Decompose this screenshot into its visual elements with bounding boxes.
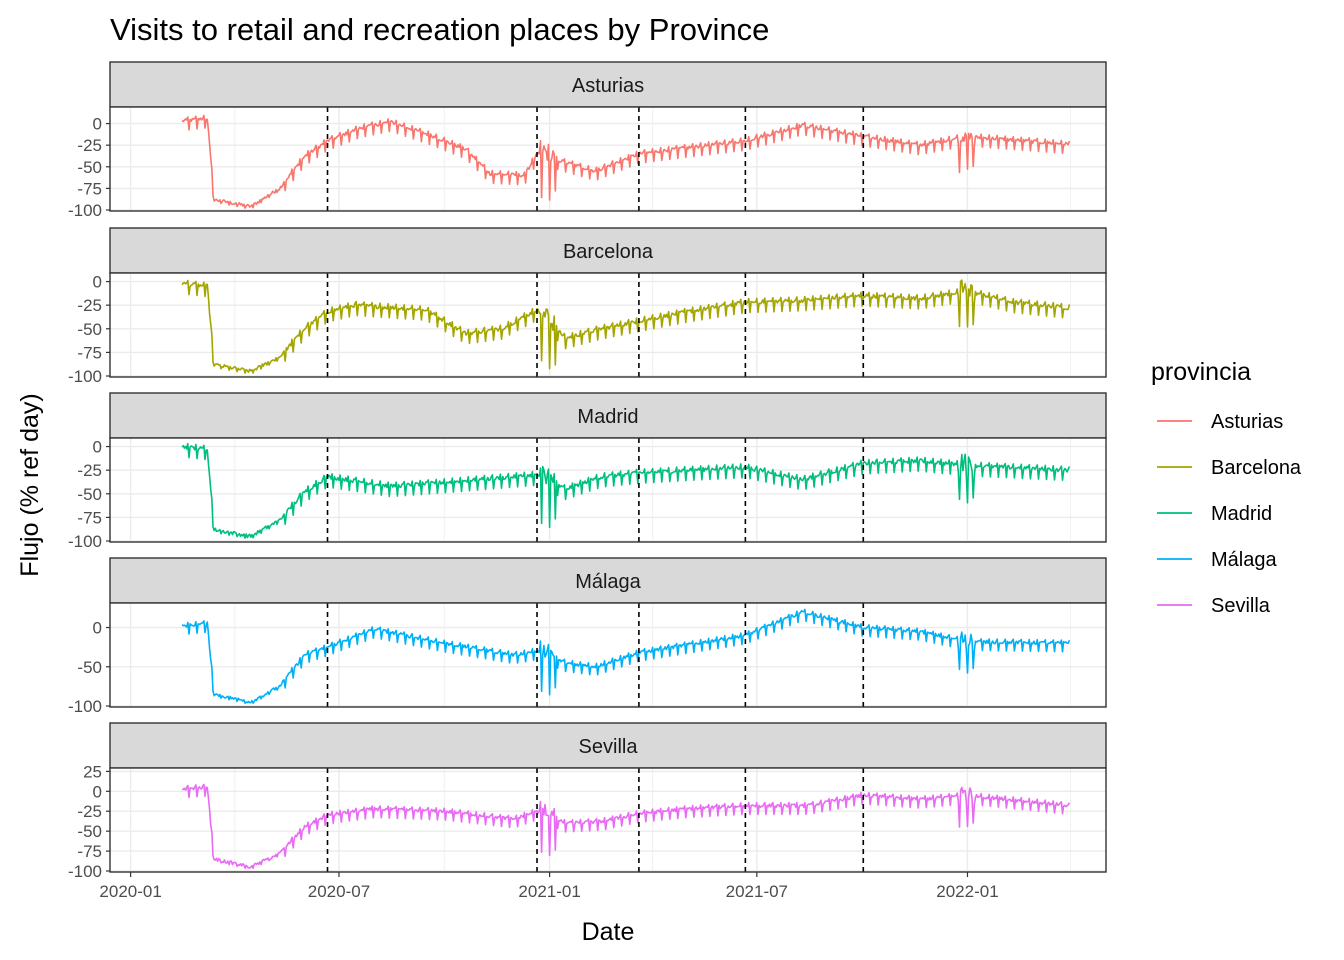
series-line xyxy=(181,114,1071,209)
y-tick-label: -50 xyxy=(77,158,102,177)
facet-strip xyxy=(109,392,1107,439)
facet-strip-label: Sevilla xyxy=(579,736,639,758)
y-tick-label: -100 xyxy=(68,862,102,881)
y-tick-label: -100 xyxy=(68,201,102,220)
panel-background xyxy=(110,107,1106,211)
y-tick-label: -100 xyxy=(68,532,102,551)
series-line xyxy=(181,783,1071,870)
y-tick-label: -50 xyxy=(77,822,102,841)
facet-strip xyxy=(109,722,1107,769)
series-line xyxy=(181,279,1071,374)
y-tick-label: -75 xyxy=(77,179,102,198)
y-tick-label: -75 xyxy=(77,343,102,362)
facet-panel: Barcelona 0 -25 -50 -75 -100 xyxy=(68,227,1107,386)
y-tick-label: -25 xyxy=(77,136,102,155)
y-tick-label: -50 xyxy=(77,320,102,339)
legend-item: Madrid xyxy=(1157,503,1272,525)
panel-background xyxy=(110,603,1106,707)
legend-label: Barcelona xyxy=(1211,457,1302,479)
x-tick-label: 2022-01 xyxy=(936,882,998,901)
y-tick-label: 0 xyxy=(93,782,102,801)
legend-title: provincia xyxy=(1151,358,1251,386)
facet-strip xyxy=(109,227,1107,274)
facet-panels: Asturias0-25-50-75-100Barcelona0-25-50-7… xyxy=(68,61,1107,881)
legend: provincia Asturias Barcelona Madrid Málaga S… xyxy=(1151,358,1302,617)
legend-item: Málaga xyxy=(1157,549,1277,571)
y-tick-label: -25 xyxy=(77,461,102,480)
panel-background xyxy=(110,438,1106,542)
legend-item: Asturias xyxy=(1157,411,1283,433)
facet-strip-label: Málaga xyxy=(575,571,641,593)
x-axis-title: Date xyxy=(582,918,635,946)
y-tick-label: -25 xyxy=(77,802,102,821)
y-tick-label: -75 xyxy=(77,508,102,527)
series-line xyxy=(181,442,1071,539)
y-tick-label: -100 xyxy=(68,697,102,716)
y-tick-label: 0 xyxy=(93,115,102,134)
chart-title: Visits to retail and recreation places b… xyxy=(110,12,769,47)
y-tick-label: -50 xyxy=(77,658,102,677)
facet-strip xyxy=(109,557,1107,604)
facet-strip-label: Madrid xyxy=(577,406,638,428)
x-tick-label: 2021-01 xyxy=(518,882,580,901)
x-tick-label: 2020-01 xyxy=(99,882,161,901)
panel-border xyxy=(109,106,1107,212)
y-tick-label: 0 xyxy=(93,619,102,638)
y-tick-label: -100 xyxy=(68,367,102,386)
x-axis: 2020-01 2020-07 2021-01 2021-07 2022-01 xyxy=(99,872,999,901)
x-tick-label: 2020-07 xyxy=(308,882,370,901)
y-axis-title: Flujo (% ref day) xyxy=(16,393,44,576)
y-tick-label: 25 xyxy=(83,762,102,781)
legend-item: Sevilla xyxy=(1157,595,1271,617)
facet-strip-label: Barcelona xyxy=(563,241,654,263)
y-tick-label: 0 xyxy=(93,438,102,457)
y-tick-label: -50 xyxy=(77,485,102,504)
facet-panel: Málaga 0 -50 -100 xyxy=(68,557,1107,716)
y-tick-label: -25 xyxy=(77,296,102,315)
panel-border xyxy=(109,767,1107,873)
facet-panel: Asturias 0 -25 -50 -75 -100 xyxy=(68,61,1107,220)
x-tick-label: 2021-07 xyxy=(726,882,788,901)
series-line xyxy=(181,608,1071,704)
legend-label: Málaga xyxy=(1211,549,1277,571)
legend-label: Asturias xyxy=(1211,411,1283,433)
facet-panel: Sevilla 250-25-50-75-100 xyxy=(68,722,1107,881)
y-tick-label: -75 xyxy=(77,842,102,861)
facet-strip-label: Asturias xyxy=(572,75,644,97)
y-tick-label: 0 xyxy=(93,273,102,292)
legend-item: Barcelona xyxy=(1157,457,1302,479)
legend-label: Sevilla xyxy=(1211,595,1271,617)
panel-border xyxy=(109,272,1107,378)
panel-border xyxy=(109,602,1107,708)
legend-label: Madrid xyxy=(1211,503,1272,525)
facet-panel: Madrid 0 -25 -50 -75 -100 xyxy=(68,392,1107,551)
panel-border xyxy=(109,437,1107,543)
facet-strip xyxy=(109,61,1107,108)
